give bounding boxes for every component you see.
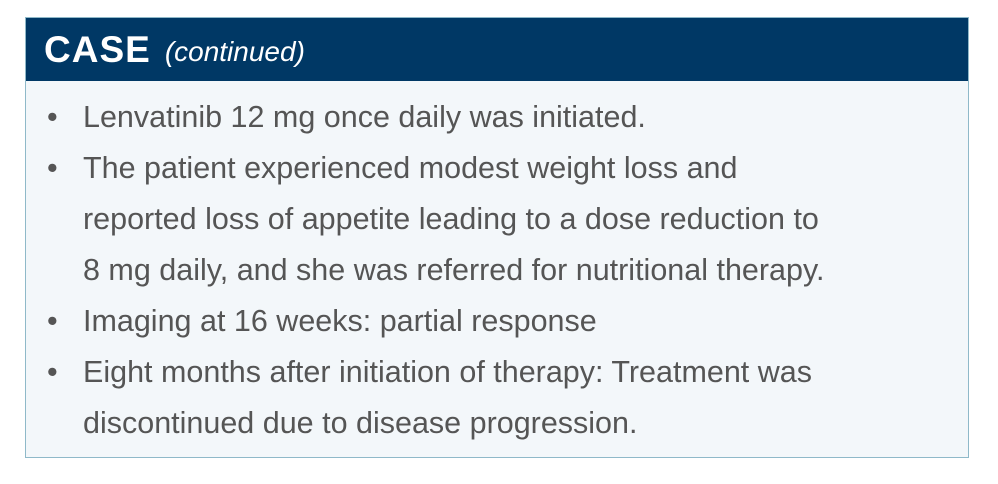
- item-text: Eight months after initiation of therapy…: [83, 355, 812, 389]
- bullet-item: • The patient experienced modest weight l…: [26, 143, 968, 296]
- item-text: Lenvatinib 12 mg once daily was initiate…: [83, 100, 646, 134]
- bullet-item: • Imaging at 16 weeks: partial response: [26, 296, 968, 347]
- item-text: 8 mg daily, and she was referred for nut…: [83, 253, 825, 287]
- bullet-item: • Eight months after initiation of therap…: [26, 347, 968, 449]
- bullet-list: • Lenvatinib 12 mg once daily was initiat…: [26, 81, 968, 449]
- header-title: CASE: [44, 28, 151, 70]
- bullet-dot: •: [47, 151, 58, 185]
- case-box: CASE (continued) • Lenvatinib 12 mg once …: [25, 17, 969, 458]
- item-text: The patient experienced modest weight lo…: [83, 151, 738, 185]
- header-subtitle: (continued): [164, 35, 305, 67]
- bullet-item: • Lenvatinib 12 mg once daily was initiat…: [26, 92, 968, 143]
- bullet-dot: •: [47, 304, 58, 338]
- bullet-dot: •: [47, 100, 58, 134]
- item-text: discontinued due to disease progression.: [83, 406, 638, 440]
- item-text: Imaging at 16 weeks: partial response: [83, 304, 597, 338]
- case-header: CASE (continued): [26, 18, 968, 81]
- bullet-dot: •: [47, 355, 58, 389]
- item-text: reported loss of appetite leading to a d…: [83, 202, 819, 236]
